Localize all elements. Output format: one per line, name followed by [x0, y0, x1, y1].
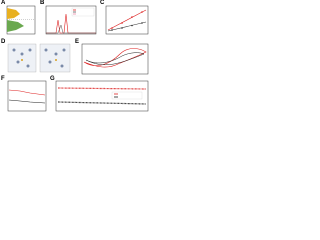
axes	[105, 5, 149, 35]
trace	[46, 24, 96, 34]
structure	[39, 43, 71, 73]
panel-d: D	[1, 39, 71, 73]
panel-label: F	[1, 76, 5, 82]
panel-label: D	[1, 39, 6, 45]
panel-label: C	[100, 0, 105, 6]
points	[111, 11, 143, 29]
panel-label: E	[75, 39, 79, 45]
atoms	[21, 59, 57, 61]
page: A B C D	[0, 0, 150, 114]
dos-fill	[7, 20, 24, 32]
panel-b: B	[40, 0, 97, 35]
panel-label: B	[40, 0, 45, 6]
axes	[45, 5, 97, 35]
panel-e: E	[75, 39, 149, 75]
panel-label: A	[1, 0, 6, 6]
panel-c: C	[100, 0, 149, 35]
points	[111, 22, 143, 31]
trace	[46, 13, 96, 34]
series-line	[57, 101, 147, 105]
structure	[7, 43, 37, 73]
axes	[81, 43, 149, 75]
dos-fill	[7, 8, 20, 19]
cv-curve	[85, 52, 145, 66]
cv-curve	[83, 48, 147, 68]
panel-a: A	[1, 0, 36, 35]
atoms	[12, 48, 66, 68]
panel-label: G	[50, 76, 55, 82]
legend-box	[71, 7, 95, 17]
axes	[7, 80, 47, 112]
figure: A B C D	[1, 0, 149, 112]
axes	[55, 80, 149, 112]
fit-line	[107, 9, 147, 31]
trace	[8, 89, 46, 96]
series-line	[57, 87, 147, 90]
panel-f: F	[1, 76, 47, 112]
trace	[8, 99, 46, 104]
panel-g: G	[50, 76, 149, 112]
legend-box	[111, 91, 143, 100]
fit-line	[107, 21, 147, 32]
